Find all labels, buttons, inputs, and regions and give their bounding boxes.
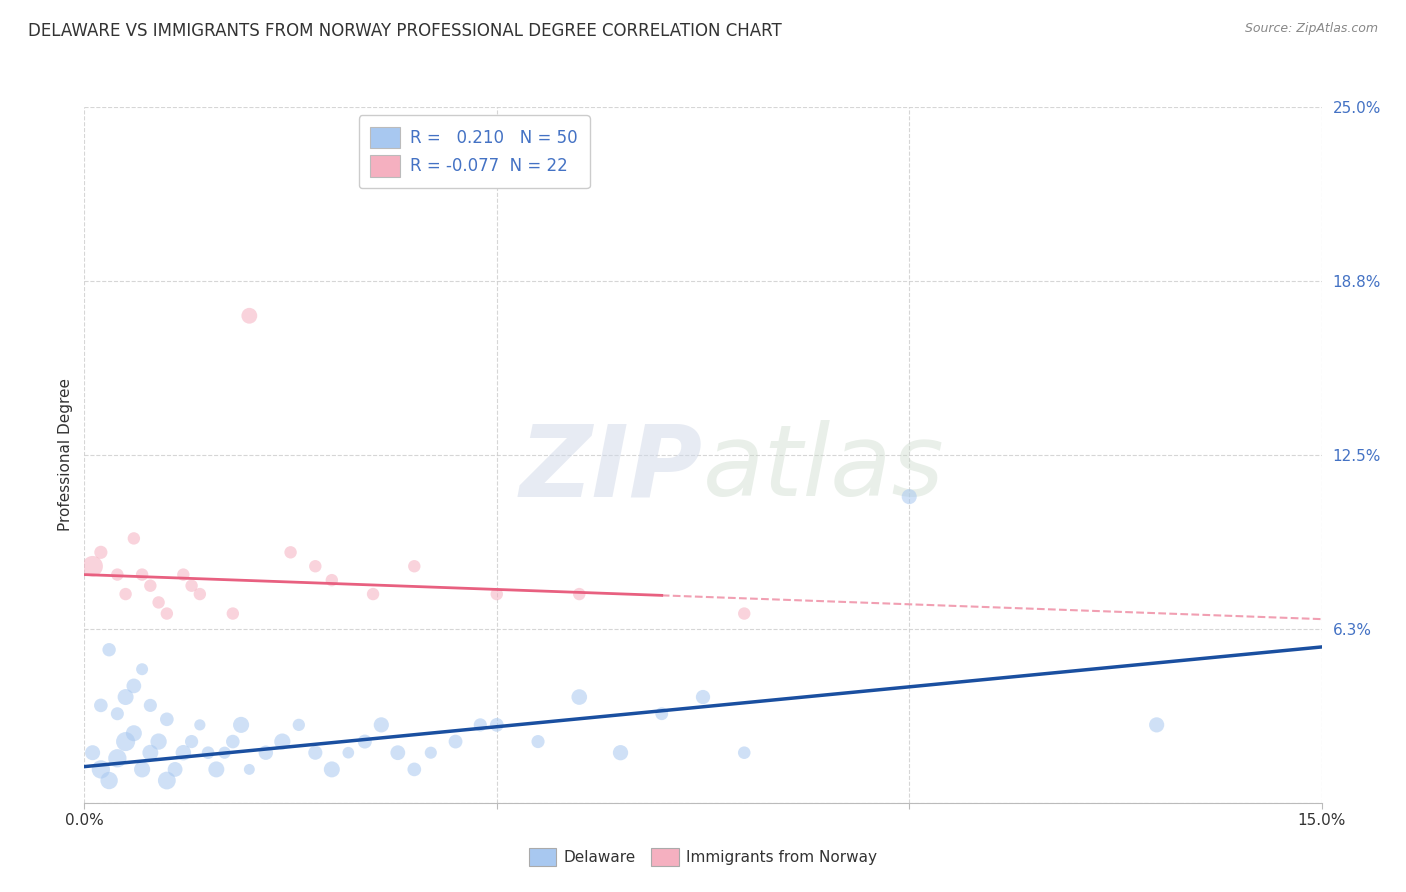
Point <box>733 607 755 621</box>
Point <box>172 746 194 760</box>
Point <box>156 773 179 788</box>
Point <box>197 746 219 760</box>
Point <box>321 573 343 587</box>
Point <box>205 763 228 777</box>
Point <box>90 698 112 713</box>
Point <box>692 690 714 704</box>
Point <box>156 607 179 621</box>
Point <box>321 763 343 777</box>
Point <box>419 746 441 760</box>
Y-axis label: Professional Degree: Professional Degree <box>58 378 73 532</box>
Point <box>444 734 467 748</box>
Point <box>105 567 128 582</box>
Point <box>148 595 170 609</box>
Point <box>527 734 550 748</box>
Point <box>898 490 921 504</box>
Point <box>609 746 631 760</box>
Point <box>271 734 294 748</box>
Point <box>139 579 162 593</box>
Point <box>139 698 162 713</box>
Point <box>165 763 187 777</box>
Point <box>404 559 426 574</box>
Point <box>485 587 508 601</box>
Point <box>156 712 179 726</box>
Point <box>238 763 260 777</box>
Point <box>387 746 409 760</box>
Point <box>122 679 145 693</box>
Text: ZIP: ZIP <box>520 420 703 517</box>
Point <box>122 726 145 740</box>
Point <box>82 559 104 574</box>
Point <box>188 587 211 601</box>
Point <box>114 734 136 748</box>
Point <box>98 642 121 657</box>
Point <box>131 567 153 582</box>
Text: atlas: atlas <box>703 420 945 517</box>
Point <box>361 587 384 601</box>
Point <box>651 706 673 721</box>
Point <box>105 751 128 765</box>
Point <box>131 763 153 777</box>
Text: DELAWARE VS IMMIGRANTS FROM NORWAY PROFESSIONAL DEGREE CORRELATION CHART: DELAWARE VS IMMIGRANTS FROM NORWAY PROFE… <box>28 22 782 40</box>
Point <box>114 587 136 601</box>
Point <box>733 746 755 760</box>
Point <box>139 746 162 760</box>
Point <box>222 607 245 621</box>
Point <box>304 746 326 760</box>
Point <box>82 746 104 760</box>
Point <box>180 579 202 593</box>
Point <box>180 734 202 748</box>
Point <box>131 662 153 676</box>
Point <box>568 587 591 601</box>
Point <box>337 746 360 760</box>
Point <box>188 718 211 732</box>
Text: Source: ZipAtlas.com: Source: ZipAtlas.com <box>1244 22 1378 36</box>
Point <box>98 773 121 788</box>
Point <box>485 718 508 732</box>
Point <box>238 309 260 323</box>
Legend: Delaware, Immigrants from Norway: Delaware, Immigrants from Norway <box>523 842 883 871</box>
Point <box>105 706 128 721</box>
Point <box>288 718 311 732</box>
Point <box>470 718 492 732</box>
Point <box>353 734 375 748</box>
Point <box>229 718 252 732</box>
Point <box>1146 718 1168 732</box>
Point <box>122 532 145 546</box>
Point <box>114 690 136 704</box>
Point <box>254 746 277 760</box>
Point <box>148 734 170 748</box>
Point <box>370 718 392 732</box>
Point <box>172 567 194 582</box>
Point <box>568 690 591 704</box>
Point <box>404 763 426 777</box>
Point <box>280 545 302 559</box>
Point <box>90 763 112 777</box>
Point <box>222 734 245 748</box>
Point <box>214 746 236 760</box>
Point <box>90 545 112 559</box>
Point <box>304 559 326 574</box>
